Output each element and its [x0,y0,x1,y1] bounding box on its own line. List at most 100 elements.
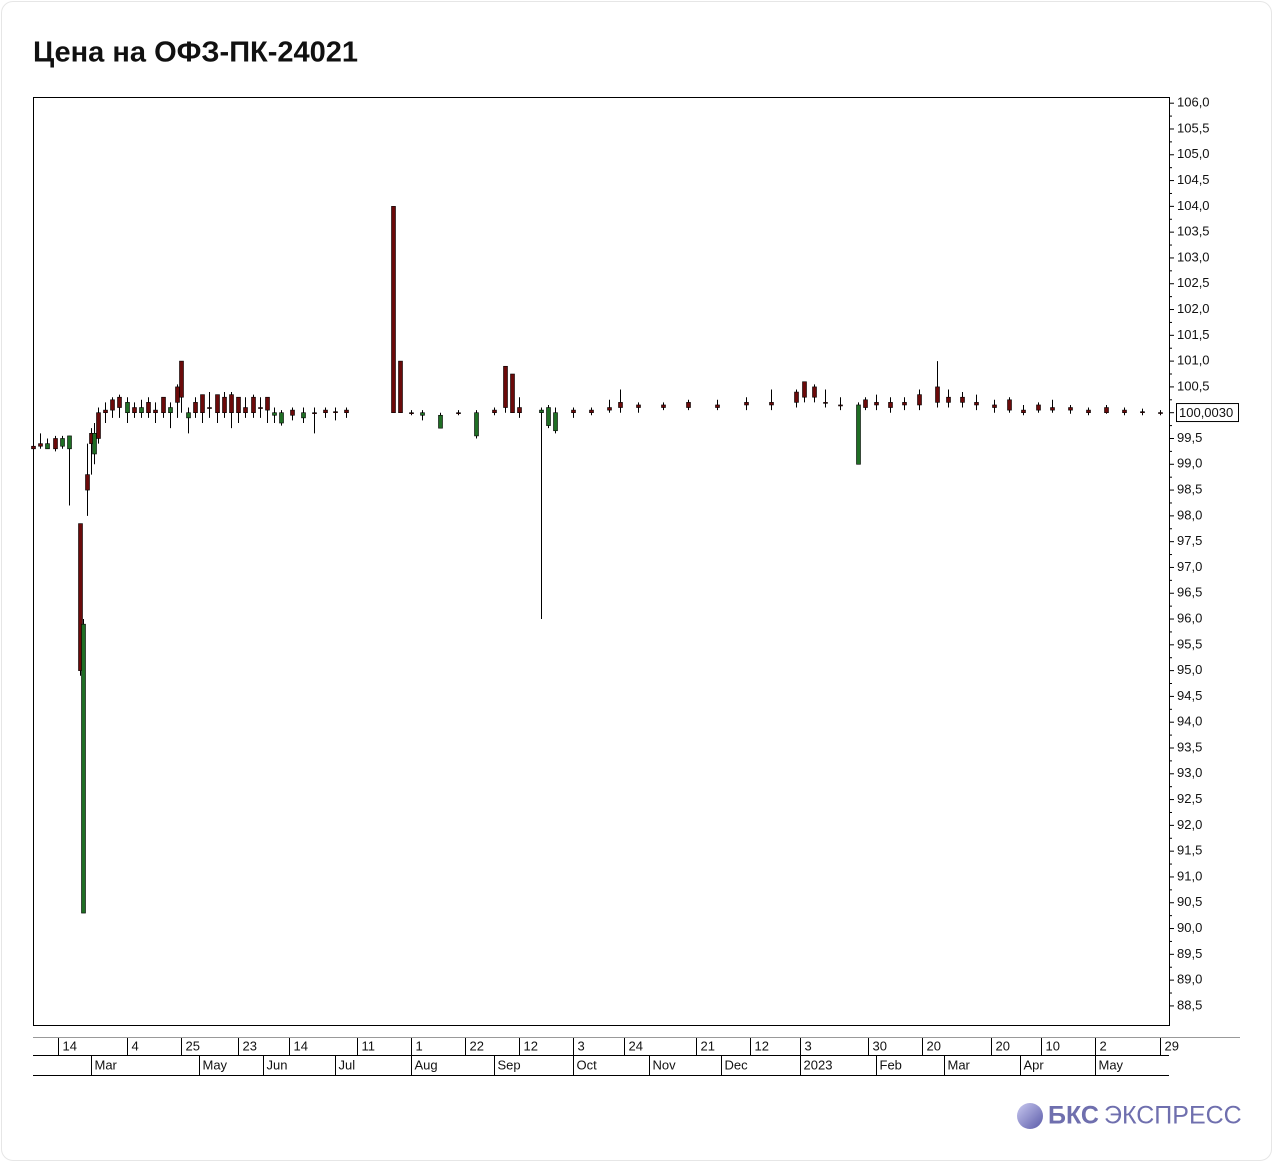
x-tick-label: 21 [701,1038,715,1053]
candle-body [222,396,227,413]
y-tick-label: 103,0 [1177,249,1210,264]
candle-body [517,407,522,413]
candle-body [179,360,184,398]
candle-body [686,402,691,408]
x-period-label: Jun [267,1057,288,1072]
candle-body [1007,399,1012,411]
candle-body [636,404,641,408]
candle-body [200,394,205,413]
candle-body [67,435,72,450]
candle-body [607,407,612,411]
candle-body [420,412,425,416]
candle-body [153,409,158,413]
last-price-label: 100,0030 [1179,405,1233,420]
y-tick-label: 89,5 [1177,946,1202,961]
candle-body [312,412,317,414]
candle-body [96,412,101,439]
x-period-label: Feb [880,1057,902,1072]
y-tick-label: 94,0 [1177,714,1202,729]
y-tick-label: 105,0 [1177,146,1210,161]
y-tick-label: 102,0 [1177,301,1210,316]
candle-body [438,414,443,429]
y-tick-label: 104,0 [1177,198,1210,213]
y-tick-label: 94,5 [1177,688,1202,703]
candle-body [125,402,130,413]
y-tick-label: 96,0 [1177,610,1202,625]
candle-body [1068,407,1073,411]
candle-body [60,438,65,447]
candle-body [856,404,861,465]
y-tick-label: 101,5 [1177,327,1210,342]
candle-body [589,409,594,413]
candle-body [186,412,191,419]
candle-body [618,402,623,408]
candle-body [456,412,461,414]
candle-body [45,443,50,450]
candle-body [1086,409,1091,413]
y-tick-label: 91,0 [1177,868,1202,883]
x-tick-label: 20 [996,1038,1010,1053]
candle-body [85,474,90,491]
candle-body [139,407,144,413]
candle-body [812,386,817,398]
brand-name: БКС [1048,1102,1099,1130]
y-tick-label: 89,0 [1177,972,1202,987]
x-tick-label: 11 [362,1038,376,1053]
x-period-label: Mar [95,1057,118,1072]
candle-body [344,409,349,413]
candle-body [333,411,338,413]
candle-body [409,412,414,414]
candle-body [802,381,807,398]
candle-body [110,399,115,411]
x-tick-label: 24 [629,1038,643,1053]
y-tick-label: 95,5 [1177,636,1202,651]
x-tick-label: 25 [186,1038,200,1053]
candle-body [92,433,97,455]
candle-body [53,438,58,450]
candle-body [132,407,137,413]
candle-body [146,402,151,413]
candle-body [1036,404,1041,411]
y-tick-label: 102,5 [1177,275,1210,290]
x-tick-label: 29 [1165,1038,1179,1053]
y-tick-label: 95,0 [1177,662,1202,677]
candle-body [571,409,576,413]
x-tick-label: 23 [243,1038,257,1053]
brand-logo [1017,1103,1043,1129]
candle-body [715,404,720,408]
candle-body [1021,409,1026,413]
candle-body [992,404,997,408]
candle-body [323,409,328,413]
y-tick-label: 103,5 [1177,224,1210,239]
candle-body [874,402,879,406]
candle-body [117,396,122,408]
x-period-label: 2023 [804,1057,833,1072]
y-tick-label: 90,5 [1177,894,1202,909]
x-tick-label: 3 [805,1038,812,1053]
candle-body [744,402,749,406]
y-tick-label: 93,0 [1177,765,1202,780]
candle-body [503,365,508,408]
candle-body [31,445,36,450]
y-tick-label: 96,5 [1177,585,1202,600]
candle-body [838,404,843,407]
candle-body [769,402,774,406]
candle-body [1122,409,1127,413]
candle-body [215,394,220,413]
candle-body [265,396,270,411]
candle-body [236,396,241,413]
candle-body [823,402,828,404]
candle-body [290,409,295,416]
y-tick-label: 97,5 [1177,533,1202,548]
candle-body [888,402,893,408]
x-period-label: May [203,1057,228,1072]
candle-body [161,396,166,413]
y-tick-label: 100,5 [1177,378,1210,393]
y-tick-label: 98,5 [1177,482,1202,497]
candle-body [251,396,256,413]
y-tick-label: 92,0 [1177,817,1202,832]
candle-body [279,412,284,424]
y-tick-label: 99,5 [1177,430,1202,445]
candle-body [193,402,198,413]
candle-body [301,412,306,419]
